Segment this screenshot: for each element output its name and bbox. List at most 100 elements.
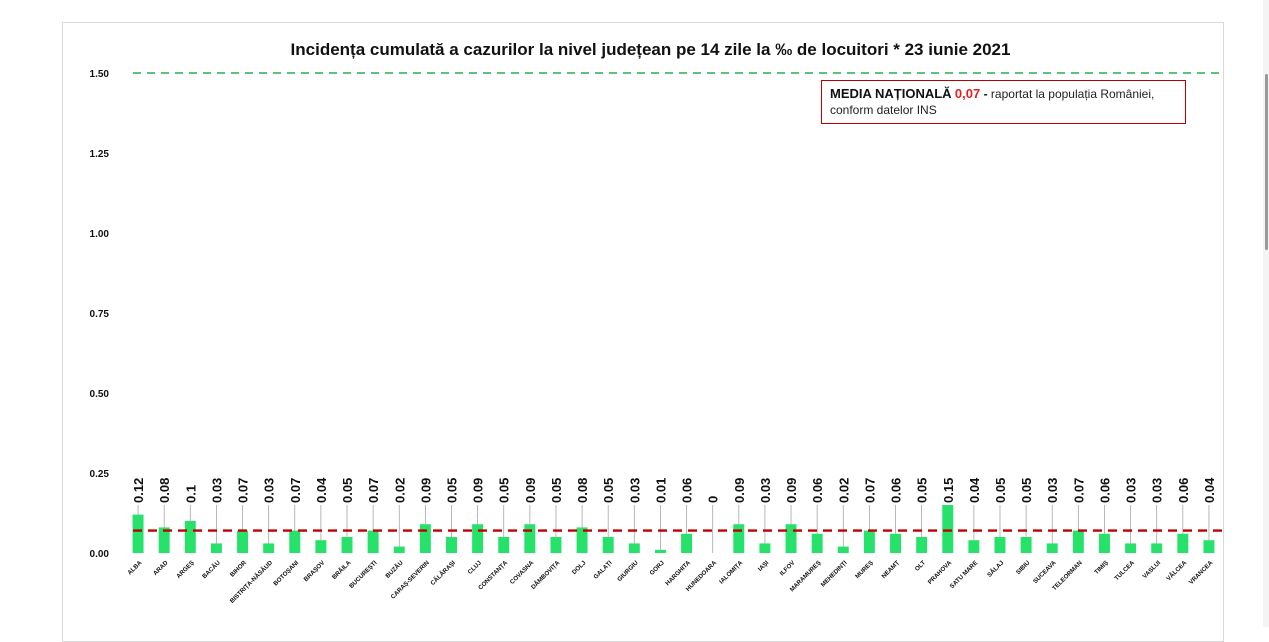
data-label: 0.06: [1176, 478, 1191, 503]
legend-separator: -: [983, 87, 988, 101]
y-tick-label: 0.25: [90, 469, 110, 480]
data-label: 0.08: [575, 478, 590, 503]
bar: [550, 537, 562, 553]
data-label: 0.04: [967, 477, 982, 503]
data-label: 0.03: [1045, 478, 1060, 503]
x-tick-label: VASLUI: [1141, 559, 1162, 580]
bar: [237, 530, 249, 553]
data-label: 0.05: [1019, 478, 1034, 503]
x-tick-label: BRAȘOV: [303, 559, 327, 583]
legend-value: 0,07: [954, 86, 981, 101]
x-tick-label: TIMIȘ: [1093, 559, 1110, 576]
x-tick-label: BOTOȘANI: [272, 559, 300, 587]
x-tick-label: SATU MARE: [949, 559, 980, 590]
bar: [1203, 540, 1215, 553]
x-tick-label: BRĂILA: [331, 559, 353, 581]
x-tick-label: HARGHITA: [664, 559, 692, 587]
data-label: 0.03: [627, 478, 642, 503]
data-label: 0.09: [418, 478, 433, 503]
scrollbar-track[interactable]: [1263, 0, 1269, 627]
bar: [446, 537, 457, 553]
bar: [811, 533, 823, 553]
x-tick-label: BUZĂU: [384, 559, 405, 580]
data-label: 0.07: [288, 478, 303, 503]
x-tick-label: CLUJ: [467, 559, 484, 576]
data-label: 0.07: [236, 478, 251, 503]
x-tick-label: CĂLĂRAȘI: [429, 559, 457, 587]
x-tick-label: ARAD: [152, 559, 170, 577]
x-tick-label: IAȘI: [757, 559, 771, 573]
data-label: 0.08: [157, 478, 172, 503]
x-tick-label: GORJ: [648, 559, 666, 577]
data-label: 0.07: [366, 478, 381, 503]
bar: [1177, 533, 1189, 553]
x-tick-label: SĂLAJ: [986, 559, 1006, 579]
data-label: 0.02: [836, 478, 851, 503]
y-tick-label: 1.50: [90, 69, 110, 80]
chart-title: Incidența cumulată a cazurilor la nivel …: [290, 40, 1011, 59]
data-label: 0.07: [1071, 478, 1086, 503]
legend-text: raportat la populația României, conform …: [830, 87, 1155, 117]
data-label: 0.03: [758, 478, 773, 503]
bar: [419, 524, 431, 553]
y-tick-label: 1.25: [90, 149, 110, 160]
data-label: 0.04: [1202, 477, 1217, 503]
data-label: 0.03: [1150, 478, 1165, 503]
bar: [576, 527, 588, 553]
x-tick-label: MEHEDINȚI: [820, 559, 849, 588]
bar: [654, 549, 666, 553]
data-label: 0.09: [523, 478, 538, 503]
data-label: 0.01: [653, 478, 668, 503]
data-label: 0.09: [784, 478, 799, 503]
bar: [315, 540, 327, 553]
bar: [367, 530, 379, 553]
bar: [1020, 537, 1032, 553]
x-tick-label: BIHOR: [229, 559, 248, 578]
x-tick-label: MUREȘ: [854, 559, 875, 580]
x-tick-label: GIURGIU: [616, 559, 640, 583]
x-tick-label: TULCEA: [1113, 559, 1136, 582]
x-tick-label: NEAMȚ: [880, 559, 901, 580]
bar: [837, 546, 849, 553]
bar: [289, 530, 301, 553]
x-tick-label: VRANCEA: [1188, 559, 1215, 586]
bar: [1125, 543, 1137, 553]
y-tick-label: 1.00: [90, 229, 110, 240]
x-tick-label: BACĂU: [201, 559, 222, 580]
bar: [863, 530, 875, 553]
bar: [132, 514, 144, 553]
data-label: 0.02: [392, 478, 407, 503]
x-tick-label: BUCUREȘTI: [348, 559, 379, 590]
bar: [472, 524, 484, 553]
x-tick-label: PRAHOVA: [927, 559, 954, 586]
bar: [628, 543, 640, 553]
bar: [890, 533, 901, 553]
data-label: 0.03: [262, 478, 277, 503]
data-label: 0.06: [889, 478, 904, 503]
bar-chart: 0.00 0.25 0.50 0.75 1.00 1.25 1.50 0.12 ALBA 0.08…: [90, 69, 1222, 605]
bar: [158, 527, 170, 553]
bar: [524, 524, 536, 553]
scrollbar-thumb[interactable]: [1265, 74, 1268, 250]
data-label: 0.05: [915, 478, 930, 503]
data-label: 0.09: [732, 478, 747, 503]
data-label: 0.09: [471, 478, 486, 503]
y-tick-label: 0.50: [90, 389, 110, 400]
bar: [942, 505, 954, 553]
y-tick-label: 0.75: [90, 309, 110, 320]
data-label: 0.05: [601, 478, 616, 503]
bar: [1072, 530, 1084, 553]
x-tick-label: DOLJ: [571, 559, 588, 576]
x-tick-label: ARGEȘ: [175, 559, 196, 580]
bar: [263, 543, 275, 553]
data-label: 0.07: [862, 478, 877, 503]
data-label: 0.03: [209, 478, 224, 503]
data-label: 0.03: [1124, 478, 1139, 503]
bar: [210, 543, 222, 553]
data-label: 0: [706, 496, 721, 503]
x-tick-label: ALBA: [126, 559, 143, 576]
data-label: 0.05: [497, 478, 512, 503]
data-label: 0.15: [941, 478, 956, 503]
legend-label: MEDIA NAȚIONALĂ: [830, 86, 952, 101]
data-label: 0.05: [340, 478, 355, 503]
